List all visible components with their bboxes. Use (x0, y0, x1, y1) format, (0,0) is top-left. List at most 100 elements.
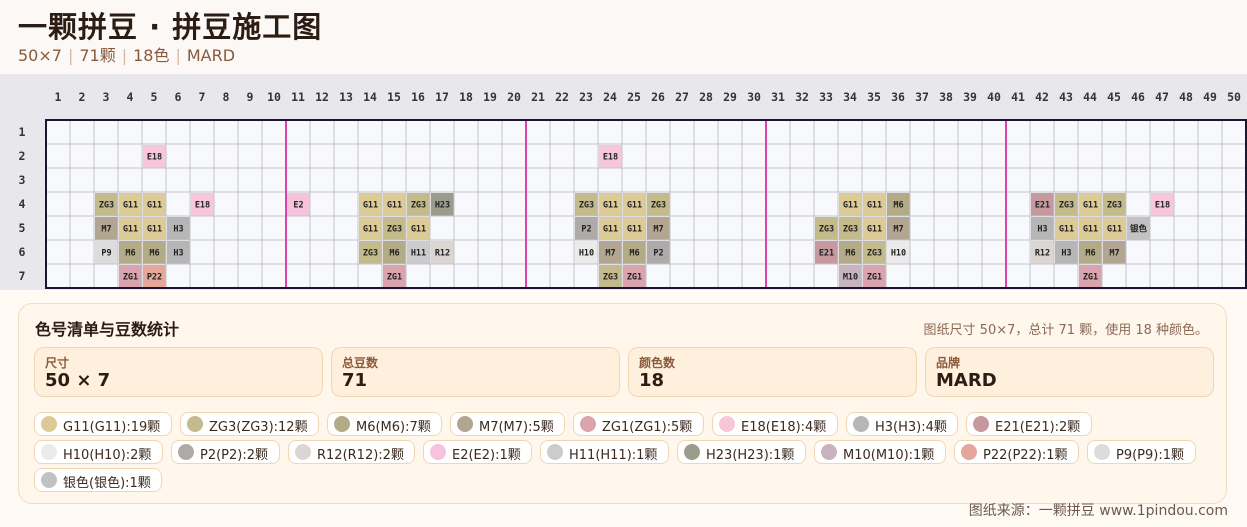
bead-code-label: H3 (1037, 225, 1047, 235)
stat-card-label: 总豆数 (342, 356, 379, 370)
source-credit: 图纸来源：一颗拼豆 www.1pindou.com (968, 503, 1228, 519)
color-swatch-icon (580, 416, 596, 432)
bead-code-label: G11 (123, 225, 138, 235)
color-chip-label: E21(E21):2颗 (995, 420, 1081, 435)
stat-card-value: MARD (936, 370, 997, 391)
column-number: 41 (1011, 90, 1025, 104)
column-number: 2 (79, 90, 86, 104)
color-chip-label: 银色(银色):1颗 (63, 476, 151, 491)
stat-card-label: 尺寸 (45, 356, 70, 370)
bead-code-label: G11 (1083, 201, 1098, 211)
column-number: 50 (1227, 90, 1241, 104)
column-number: 18 (459, 90, 473, 104)
bead-cell (143, 145, 166, 168)
meta-count: 71颗 (79, 46, 116, 65)
bead-cell (1055, 193, 1078, 216)
column-number: 30 (747, 90, 761, 104)
column-number: 35 (867, 90, 881, 104)
bead-cell (287, 193, 310, 216)
column-number: 11 (291, 90, 305, 104)
color-chip: H3(H3):4颗 (846, 412, 958, 436)
bead-cell (815, 241, 838, 264)
bead-code-label: ZG3 (651, 201, 666, 211)
column-number: 39 (963, 90, 977, 104)
bead-cell (599, 265, 622, 288)
color-chip-list: G11(G11):19颗 ZG3(ZG3):12颗 M6(M6):7颗 M7(M7):… (34, 412, 1214, 504)
column-number: 45 (1107, 90, 1121, 104)
bead-code-label: E18 (195, 201, 210, 211)
bead-code-label: ZG3 (411, 201, 426, 211)
stat-card-colors: 颜色数 18 (628, 347, 917, 397)
column-number: 31 (771, 90, 785, 104)
bead-cell (1079, 193, 1102, 216)
row-number: 7 (19, 269, 26, 283)
bead-code-label: P2 (581, 225, 591, 235)
bead-code-label: P2 (653, 249, 663, 259)
bead-cell (407, 193, 430, 216)
bead-code-label: E18 (1155, 201, 1170, 211)
meta-divider: | (67, 46, 74, 65)
color-swatch-icon (973, 416, 989, 432)
meta-size: 50×7 (18, 46, 62, 65)
bead-cell (1103, 241, 1126, 264)
bead-cell (119, 193, 142, 216)
bead-cell (815, 217, 838, 240)
color-chip: P9(P9):1颗 (1087, 440, 1196, 464)
color-chip-label: G11(G11):19颗 (63, 420, 161, 435)
bead-code-label: M6 (125, 249, 135, 259)
bead-code-label: M10 (843, 273, 858, 283)
color-swatch-icon (719, 416, 735, 432)
column-number: 33 (819, 90, 833, 104)
bead-code-label: G11 (1083, 225, 1098, 235)
column-number: 29 (723, 90, 737, 104)
bead-code-label: P22 (147, 273, 162, 283)
bead-code-label: ZG3 (1059, 201, 1074, 211)
bead-cell (623, 241, 646, 264)
bead-cell (863, 265, 886, 288)
meta-colors: 18色 (133, 46, 170, 65)
column-number: 42 (1035, 90, 1049, 104)
bead-cell (119, 241, 142, 264)
color-chip-label: P2(P2):2颗 (200, 448, 269, 463)
column-number: 10 (267, 90, 281, 104)
color-swatch-icon (684, 444, 700, 460)
bead-code-label: M6 (149, 249, 159, 259)
color-chip: H10(H10):2颗 (34, 440, 163, 464)
row-number: 4 (19, 197, 26, 211)
bead-cell (839, 193, 862, 216)
color-chip-label: ZG3(ZG3):12颗 (209, 420, 308, 435)
bead-cell (575, 241, 598, 264)
bead-cell (119, 265, 142, 288)
bead-code-label: ZG3 (603, 273, 618, 283)
bead-code-label: G11 (627, 225, 642, 235)
bead-code-label: P9 (101, 249, 111, 259)
stats-title: 色号清单与豆数统计 (35, 320, 180, 339)
bead-cell (95, 217, 118, 240)
stat-card-value: 71 (342, 370, 368, 391)
bead-cell (623, 217, 646, 240)
bead-code-label: H3 (173, 249, 183, 259)
bead-cell (599, 193, 622, 216)
column-number: 47 (1155, 90, 1169, 104)
bead-pattern-area: E18 E18 ZG3 G11 G11 E18 E2 G11 G11 ZG3 H23 ZG3 G11 G1… (0, 74, 1247, 290)
bead-cell (167, 217, 190, 240)
bead-code-label: H3 (1061, 249, 1071, 259)
row-number: 5 (19, 221, 26, 235)
column-number: 44 (1083, 90, 1097, 104)
color-swatch-icon (961, 444, 977, 460)
color-chip-label: M6(M6):7颗 (356, 420, 431, 435)
bead-code-label: M7 (605, 249, 615, 259)
bead-cell (647, 193, 670, 216)
bead-cell (383, 217, 406, 240)
bead-code-label: G11 (363, 201, 378, 211)
bead-code-label: G11 (147, 225, 162, 235)
bead-cell (1055, 217, 1078, 240)
column-number: 14 (363, 90, 377, 104)
bead-code-label: E21 (1035, 201, 1050, 211)
bead-code-label: ZG3 (1107, 201, 1122, 211)
bead-code-label: G11 (147, 201, 162, 211)
color-chip: M10(M10):1颗 (814, 440, 946, 464)
stat-card-size: 尺寸 50 × 7 (34, 347, 323, 397)
color-chip: H23(H23):1颗 (677, 440, 806, 464)
bead-cell (383, 241, 406, 264)
